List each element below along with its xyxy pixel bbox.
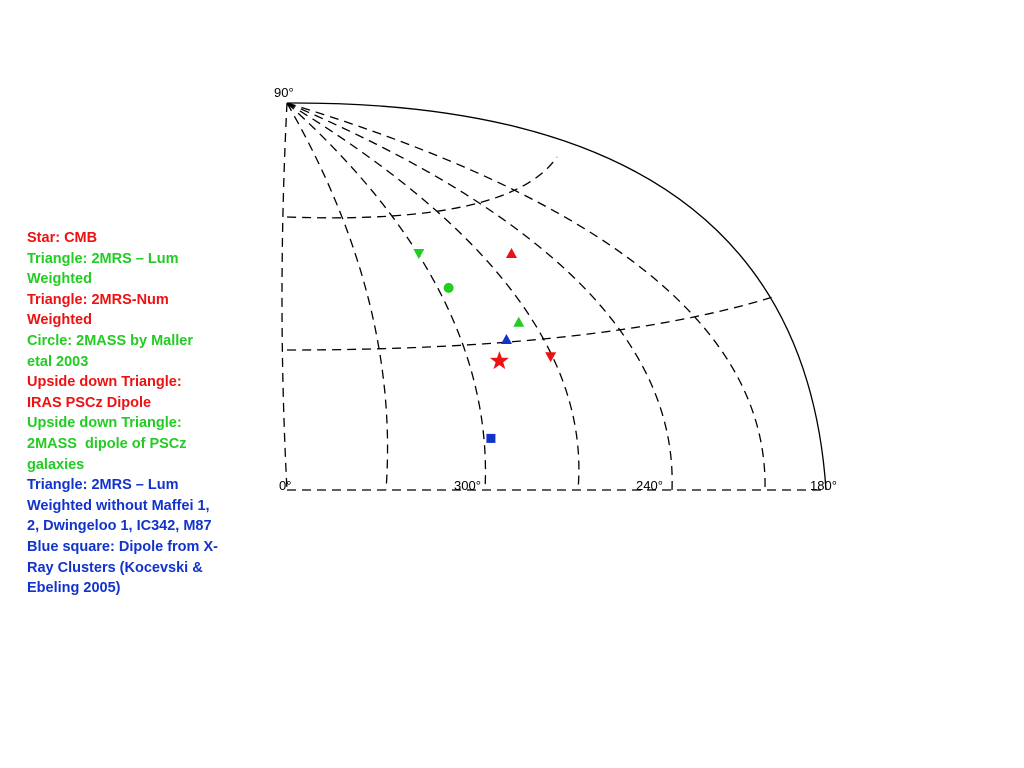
legend-line: Ebeling 2005) — [27, 580, 121, 597]
label-180: 180° — [810, 478, 837, 493]
legend-line: Weighted — [27, 312, 92, 329]
parallel-line — [286, 296, 774, 351]
legend-line: galaxies — [27, 456, 85, 473]
legend-line: Weighted without Maffei 1, — [27, 497, 210, 514]
legend-line: 2, Dwingeloo 1, IC342, M87 — [27, 518, 212, 535]
label-300: 300° — [454, 478, 481, 493]
legend-line: 2MASS dipole of PSCz — [27, 435, 187, 452]
legend-line: Circle: 2MASS by Maller — [27, 332, 193, 349]
circle-marker — [443, 282, 454, 293]
label-240: 240° — [636, 478, 663, 493]
legend-line: etal 2003 — [27, 353, 89, 370]
meridian-line — [286, 102, 673, 491]
label-0: 0° — [279, 478, 291, 493]
label-90: 90° — [274, 85, 294, 100]
legend-line: Upside down Triangle: — [27, 374, 182, 391]
markers — [413, 248, 557, 443]
legend-line: Triangle: 2MRS-Num — [27, 291, 169, 308]
legend-line: Upside down Triangle: — [27, 415, 182, 432]
triangle-up-marker — [513, 316, 525, 327]
outer-boundary — [286, 102, 827, 491]
grid — [281, 102, 826, 491]
meridian-line — [281, 102, 288, 491]
legend-line: Ray Clusters (Kocevski & — [27, 559, 203, 576]
triangle-up-marker — [500, 334, 512, 344]
legend: Star: CMB Triangle: 2MRS – Lum Weighted Tri… — [27, 228, 267, 599]
legend-line: Triangle: 2MRS – Lum — [27, 477, 179, 494]
triangle-down-marker — [545, 352, 557, 363]
parallel-line — [286, 156, 558, 219]
legend-line: Star: CMB — [27, 230, 98, 246]
legend-line: Blue square: Dipole from X- — [27, 538, 218, 555]
legend-line: Triangle: 2MRS – Lum — [27, 250, 179, 267]
axis-labels: 90° 0° 300° 240° 180° — [274, 85, 837, 493]
legend-line: IRAS PSCz Dipole — [27, 394, 152, 411]
star-marker — [489, 351, 509, 370]
meridian-line — [286, 102, 766, 491]
triangle-up-marker — [506, 248, 518, 258]
square-marker — [486, 433, 496, 443]
meridian-line — [286, 102, 487, 491]
meridian-line — [286, 102, 580, 491]
meridian-line — [286, 102, 389, 491]
legend-line: Weighted — [27, 271, 92, 288]
triangle-down-marker — [413, 249, 425, 259]
